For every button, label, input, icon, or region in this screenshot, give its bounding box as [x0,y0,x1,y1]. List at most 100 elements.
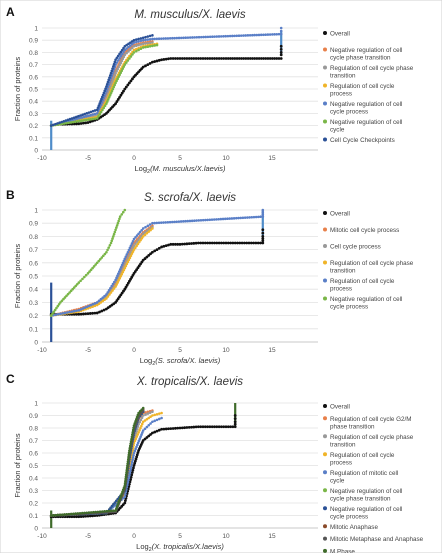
data-point [147,416,151,420]
data-point [135,435,139,438]
data-point [96,510,100,514]
data-point [105,83,109,86]
y-tick-label: 0.5 [29,274,38,281]
data-point [115,56,119,60]
data-point [129,465,133,468]
data-point [155,248,159,252]
data-point [89,268,93,272]
y-tick-label: 0.8 [29,426,38,433]
data-point [194,57,198,60]
data-point [72,312,76,316]
data-point [215,57,219,60]
data-point [114,58,117,62]
data-point [239,34,243,37]
data-point [139,238,142,242]
data-point [141,429,145,432]
data-point [95,301,99,304]
data-point [135,240,139,243]
data-point [135,234,139,237]
data-point [72,116,76,119]
data-point [105,250,108,254]
legend-marker [323,524,327,529]
data-point [116,502,120,506]
data-point [115,224,119,227]
data-point [128,57,131,60]
data-point [222,425,226,429]
data-point [133,422,137,425]
data-point [155,59,159,63]
data-point [135,455,139,459]
data-point [136,443,139,447]
data-point [139,47,143,51]
y-tick-label: 0.3 [29,488,38,495]
data-point [109,84,113,88]
data-point [85,305,89,309]
data-point [183,426,187,430]
data-point [135,429,138,433]
data-point [132,244,136,247]
data-point [151,44,154,48]
data-point [229,241,233,245]
y-tick-label: 0.8 [29,234,38,241]
data-point [137,411,140,415]
data-point [130,40,134,43]
data-point [151,420,154,424]
data-point [102,254,105,258]
data-point [60,120,63,124]
data-point [132,424,136,427]
data-point [180,426,184,430]
data-point [148,61,152,65]
data-point [153,221,156,225]
data-point [224,241,228,245]
data-point [228,217,231,220]
data-point [206,218,209,222]
data-point [211,35,214,39]
data-point [137,40,140,43]
data-point [158,412,161,415]
data-point [94,263,97,266]
data-point [114,71,117,75]
data-point [83,112,86,116]
data-point [87,511,91,514]
data-point [125,262,129,266]
data-point [76,120,79,123]
legend-label: cycle process [330,513,368,520]
data-point [147,423,151,427]
data-point [91,302,95,306]
data-point [164,37,168,40]
y-tick-label: 0.1 [29,326,38,333]
data-point [138,230,142,234]
data-point [93,304,97,308]
data-point [113,501,117,504]
data-point [246,57,250,60]
legend-label: Negative regulation of cell [330,506,402,513]
data-point [273,57,276,60]
data-point [271,33,274,36]
data-point [135,244,138,248]
legend-label: cycle phase transition [330,495,391,502]
data-point [141,38,145,42]
data-point [79,279,82,283]
data-point [70,515,74,519]
data-point [141,414,145,417]
data-point [121,67,125,70]
data-point [118,496,122,500]
legend-label: Regulation of mitotic cell [330,470,398,477]
data-point [259,215,262,219]
y-tick-label: 0.6 [29,260,38,267]
data-point [149,415,152,419]
data-point [66,118,70,122]
data-point [118,215,122,218]
data-point [97,302,101,306]
chart-title: S. scrofa/X. laevis [144,192,236,204]
data-point [110,89,114,93]
data-point [129,48,132,52]
data-point [137,48,140,52]
data-point [120,272,124,276]
data-point [127,476,131,480]
data-point [81,277,84,281]
data-point [279,57,283,60]
x-tick-label: -5 [85,155,91,162]
data-point [266,33,270,36]
